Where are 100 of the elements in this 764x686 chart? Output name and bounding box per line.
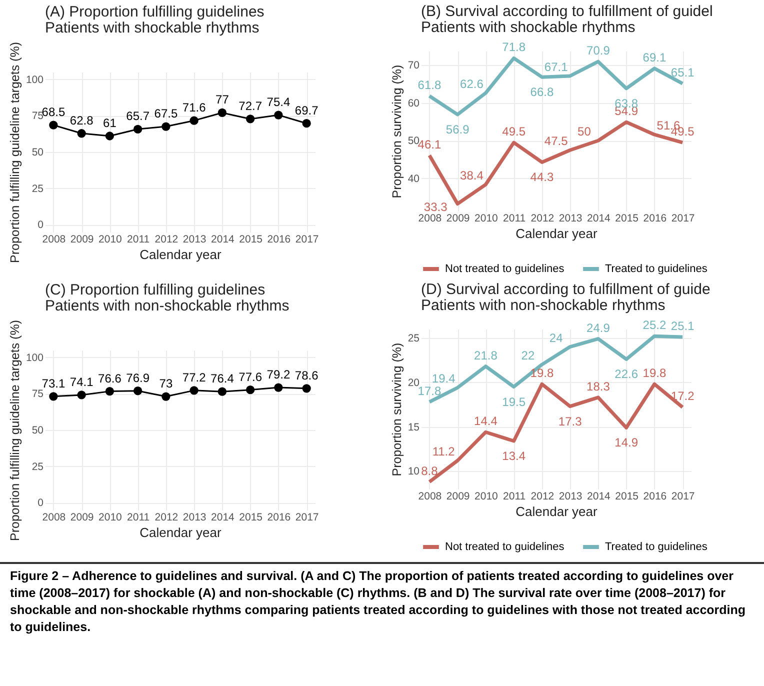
data-label: 56.9 [446,122,470,137]
y-tick-label: 75 [32,388,44,400]
caption: Figure 2 – Adherence to guidelines and survival. (A and C) The proportion of patients treated according to guidelines over time (2008–2017) for shockable (A) and non-shockable (C) rhythms. (B and D) The survival rate over time (2008–2017) for shockable and non-shockable rhythms comparing patients treated according to guidelines with those not treated according to guidelines. [10,568,747,636]
data-label: 17.3 [558,414,582,428]
y-axis-title: Proportion fulfilling guideline targets (%) [8,42,22,263]
data-label: 74.1 [70,374,94,389]
data-label: 75.4 [266,95,290,110]
x-tick-label: 2015 [239,234,263,246]
point [77,129,86,138]
legend-label: Not treated to guidelines [445,263,565,275]
data-label: 21.8 [474,348,498,362]
data-label: 66.8 [530,85,554,100]
data-label: 17.8 [418,384,442,398]
data-label: 61.8 [418,78,442,92]
chart-title: (C) Proportion fulfilling guidelines [45,282,266,299]
point [274,110,283,120]
data-label: 33.3 [424,200,448,214]
x-tick-label: 2008 [42,512,66,524]
chart-subtitle: Patients with shockable rhythms [421,19,636,36]
data-label: 67.5 [154,106,178,121]
data-label: 76.6 [98,371,122,386]
x-tick-label: 2010 [98,234,122,246]
point [49,120,58,130]
data-label: 61 [103,116,117,130]
chart-subtitle: Patients with shockable rhythms [45,20,260,37]
point [302,384,311,393]
data-label: 49.5 [502,124,526,139]
x-tick-label: 2013 [558,212,582,224]
point [49,392,58,401]
data-label: 67.1 [544,60,568,74]
data-label: 13.4 [502,449,526,463]
y-tick-label: 100 [26,74,44,86]
x-tick-label: 2012 [154,512,178,524]
data-label: 77.6 [238,370,262,384]
point [133,124,142,134]
data-label: 24.9 [586,320,610,335]
data-label: 22.6 [614,367,638,382]
y-tick-label: 0 [38,219,44,232]
data-label: 14.9 [614,436,638,450]
x-tick-label: 2017 [295,234,319,246]
data-label: 11.2 [432,444,456,459]
data-label: 72.7 [238,98,262,113]
data-label: 38.4 [460,168,484,183]
x-tick-label: 2014 [587,212,611,224]
point [162,122,170,131]
x-tick-label: 2008 [418,212,442,224]
x-tick-label: 2017 [671,212,695,224]
data-label: 24 [549,330,564,345]
x-tick-label: 2011 [127,234,150,246]
legend-label: Treated to guidelines [605,263,708,275]
point [302,119,311,128]
data-label: 76.4 [210,372,234,386]
data-label: 19.4 [432,372,456,386]
chart-subtitle: Patients with non-shockable rhythms [45,298,290,315]
y-tick-label: 10 [408,466,420,478]
data-label: 73.1 [42,376,66,390]
point [77,390,86,400]
data-label: 62.8 [70,113,94,128]
x-tick-label: 2009 [70,234,94,246]
point [246,386,255,394]
data-label: 71.6 [182,100,206,115]
x-tick-label: 2013 [182,512,206,524]
data-label: 69.7 [294,103,319,118]
y-tick-label: 70 [408,59,420,72]
y-axis-title: Proportion surviving (%) [390,64,404,198]
x-axis-title: Calendar year [140,247,222,262]
data-label: 46.1 [418,137,442,152]
point [105,386,114,396]
data-label: 68.5 [42,105,66,120]
legend-label: Treated to guidelines [605,541,708,553]
data-label: 62.6 [460,76,484,91]
x-tick-label: 2012 [530,490,554,502]
x-tick-label: 2012 [530,212,554,224]
x-tick-label: 2008 [418,490,442,502]
data-label: 79.2 [266,368,290,382]
x-tick-label: 2016 [267,234,291,246]
point [105,132,114,140]
data-label: 47.5 [544,134,568,148]
y-tick-label: 15 [408,421,420,434]
point [218,108,227,118]
data-label: 18.3 [586,379,610,394]
y-tick-label: 20 [408,376,420,389]
y-axis-title: Proportion fulfilling guideline targets (%) [8,320,22,541]
data-label: 71.8 [502,40,526,54]
y-tick-label: 75 [32,110,44,122]
data-label: 19.8 [642,366,666,380]
data-label: 22 [521,348,535,363]
y-tick-label: 40 [408,172,420,185]
x-tick-label: 2011 [127,512,150,524]
data-label: 25.1 [670,319,695,333]
x-tick-label: 2010 [98,512,122,524]
y-tick-label: 50 [32,424,44,436]
data-label: 8.8 [421,464,438,478]
data-label: 77.2 [182,370,206,384]
point [162,392,170,401]
data-label: 14.4 [474,414,498,428]
data-label: 65.1 [670,66,695,80]
legend-label: Not treated to guidelines [445,541,565,553]
x-tick-label: 2011 [503,212,526,224]
x-tick-label: 2008 [42,234,66,246]
